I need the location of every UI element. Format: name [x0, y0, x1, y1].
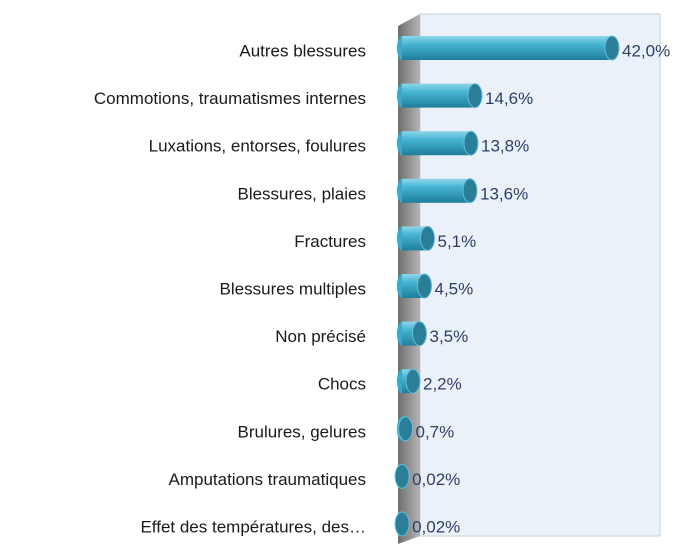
bar-body — [402, 179, 470, 203]
data-label: 13,8% — [481, 137, 529, 156]
bar-cap — [464, 131, 478, 155]
category-label: Luxations, entorses, foulures — [149, 137, 366, 156]
bar-cap — [418, 274, 432, 298]
category-label: Blessures, plaies — [237, 184, 366, 203]
bar — [397, 322, 427, 346]
category-label: Non précisé — [275, 327, 366, 346]
bar — [397, 179, 477, 203]
bar — [397, 274, 432, 298]
bar-body — [402, 131, 471, 155]
data-label: 0,02% — [412, 517, 460, 536]
category-label: Commotions, traumatismes internes — [94, 89, 366, 108]
bar-cap — [399, 417, 413, 441]
data-label: 42,0% — [622, 41, 670, 60]
data-label: 13,6% — [480, 184, 528, 203]
data-label: 2,2% — [423, 375, 462, 394]
bar — [397, 131, 478, 155]
data-label: 0,02% — [412, 470, 460, 489]
bar-cap — [406, 369, 420, 393]
bar-cap — [463, 179, 477, 203]
bar-cap — [395, 464, 409, 488]
bar — [397, 36, 619, 60]
data-label: 3,5% — [430, 327, 469, 346]
bar — [395, 512, 409, 536]
category-label: Autres blessures — [239, 41, 366, 60]
bar-cap — [605, 36, 619, 60]
bar-cap — [395, 512, 409, 536]
bar-body — [402, 36, 612, 60]
bar-cap — [413, 322, 427, 346]
bar-cap — [468, 84, 482, 108]
category-label: Amputations traumatiques — [169, 470, 367, 489]
data-label: 4,5% — [435, 279, 474, 298]
bar — [397, 84, 482, 108]
data-label: 14,6% — [485, 89, 533, 108]
category-label: Blessures multiples — [220, 279, 366, 298]
bar-cap — [421, 226, 435, 250]
bar — [395, 464, 409, 488]
category-label: Effet des températures, des… — [140, 517, 366, 536]
category-label: Chocs — [318, 375, 366, 394]
data-label: 0,7% — [416, 422, 455, 441]
bar — [397, 417, 413, 441]
bar-body — [402, 84, 475, 108]
category-label: Brulures, gelures — [237, 422, 366, 441]
bar — [397, 369, 420, 393]
data-label: 5,1% — [438, 232, 477, 251]
category-label: Fractures — [294, 232, 366, 251]
bar — [397, 226, 435, 250]
